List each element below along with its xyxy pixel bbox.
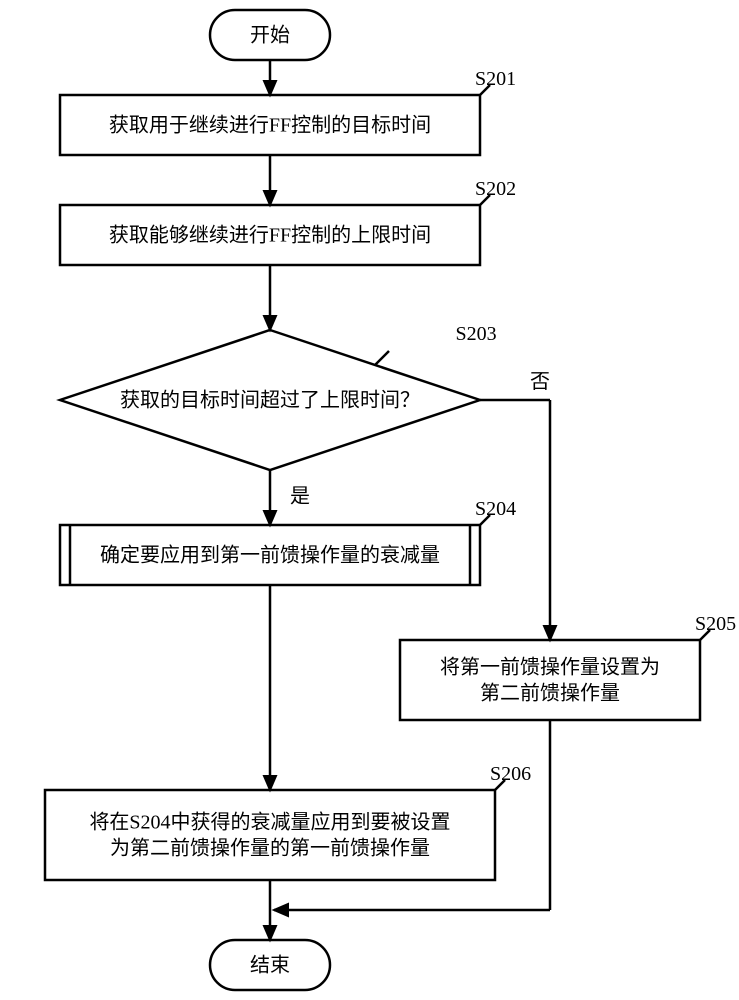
svg-text:S206: S206 bbox=[490, 763, 531, 785]
svg-text:确定要应用到第一前馈操作量的衰减量: 确定要应用到第一前馈操作量的衰减量 bbox=[100, 544, 440, 567]
svg-text:S204: S204 bbox=[475, 498, 516, 520]
svg-text:S201: S201 bbox=[475, 68, 516, 90]
svg-text:S202: S202 bbox=[475, 178, 516, 200]
svg-text:开始: 开始 bbox=[250, 24, 290, 47]
flowchart-canvas: 开始获取用于继续进行FF控制的目标时间 S201 获取能够继续进行FF控制的上限时间… bbox=[0, 0, 739, 1000]
svg-text:是: 是 bbox=[290, 486, 310, 508]
svg-text:将第一前馈操作量设置为: 将第一前馈操作量设置为 bbox=[440, 656, 660, 679]
svg-text:将在S204中获得的衰减量应用到要被设置: 将在S204中获得的衰减量应用到要被设置 bbox=[89, 811, 450, 834]
svg-text:获取的目标时间超过了上限时间？: 获取的目标时间超过了上限时间？ bbox=[120, 389, 420, 412]
svg-text:S205: S205 bbox=[695, 613, 736, 635]
svg-text:获取用于继续进行FF控制的目标时间: 获取用于继续进行FF控制的目标时间 bbox=[109, 114, 431, 137]
svg-text:第二前馈操作量: 第二前馈操作量 bbox=[480, 682, 620, 705]
svg-text:结束: 结束 bbox=[250, 954, 290, 977]
svg-text:为第二前馈操作量的第一前馈操作量: 为第二前馈操作量的第一前馈操作量 bbox=[110, 837, 430, 860]
svg-text:否: 否 bbox=[530, 371, 550, 393]
svg-text:获取能够继续进行FF控制的上限时间: 获取能够继续进行FF控制的上限时间 bbox=[109, 224, 431, 247]
svg-text:S203: S203 bbox=[456, 323, 497, 345]
